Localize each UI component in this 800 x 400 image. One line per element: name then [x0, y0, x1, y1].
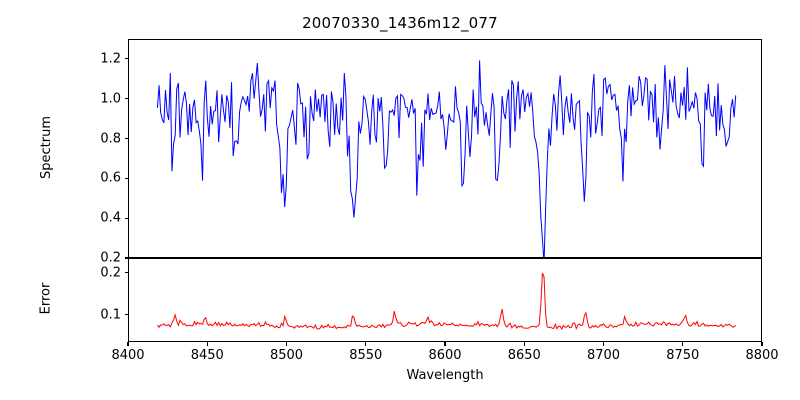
y-axis-label-error: Error: [38, 282, 54, 315]
y-tick-label-error: 0.2: [100, 265, 121, 281]
x-tick-mark: [365, 342, 367, 346]
x-tick-label: 8400: [111, 348, 145, 363]
page-title: 20070330_1436m12_077: [302, 14, 498, 32]
y-tick-mark-spectrum: [124, 177, 128, 179]
x-axis-label: Wavelength: [406, 368, 484, 383]
x-tick-mark: [523, 342, 525, 346]
x-tick-mark: [285, 342, 288, 346]
y-tick-label-spectrum: 0.8: [100, 131, 121, 147]
y-tick-label-spectrum: 0.2: [100, 250, 121, 266]
x-tick-label: 8500: [269, 348, 304, 363]
y-tick-mark-error: [124, 314, 128, 316]
error-panel: [128, 258, 762, 342]
x-tick-label: 8650: [507, 348, 541, 363]
x-tick-label: 8700: [586, 348, 621, 363]
x-tick-label: 8600: [428, 348, 462, 363]
spectrum-line-series: [129, 40, 761, 257]
y-tick-label-error: 0.1: [100, 307, 121, 323]
y-tick-mark-spectrum: [124, 98, 128, 100]
y-axis-label-spectrum: Spectrum: [38, 115, 54, 179]
x-tick-label: 8750: [666, 348, 700, 363]
y-tick-mark-error: [124, 272, 128, 274]
x-tick-label: 8550: [349, 348, 383, 363]
x-tick-label: 8800: [745, 348, 779, 363]
spectrum-panel: [128, 39, 762, 258]
x-tick-mark: [206, 342, 208, 346]
y-tick-mark-spectrum: [124, 58, 128, 60]
x-tick-mark: [444, 342, 446, 346]
x-tick-mark: [602, 342, 605, 346]
x-tick-mark: [127, 342, 129, 346]
x-tick-mark: [682, 342, 684, 346]
y-tick-label-spectrum: 1.2: [100, 51, 121, 67]
y-tick-label-spectrum: 0.4: [100, 210, 121, 226]
x-tick-label: 8450: [190, 348, 224, 363]
y-tick-label-spectrum: 0.6: [100, 170, 121, 186]
y-tick-mark-spectrum: [124, 257, 128, 259]
y-tick-label-spectrum: 1.0: [100, 91, 121, 107]
y-tick-mark-spectrum: [124, 137, 128, 140]
error-line-series: [129, 259, 761, 341]
x-tick-mark: [761, 342, 763, 346]
y-tick-mark-spectrum: [124, 217, 128, 219]
